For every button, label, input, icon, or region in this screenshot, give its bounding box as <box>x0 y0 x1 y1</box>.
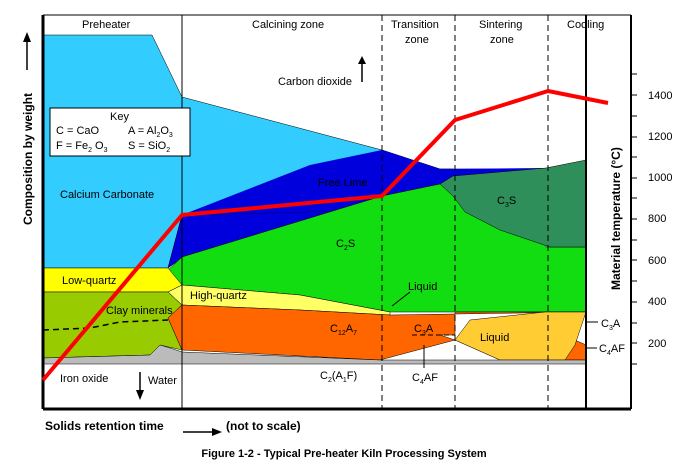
key-c: C = CaO <box>56 125 100 137</box>
zone-calcining: Calcining zone <box>252 19 324 31</box>
label-carbon-dioxide: Carbon dioxide <box>278 76 352 88</box>
zone-transition-2: zone <box>405 34 429 46</box>
temp-tick-200: 200 <box>648 338 666 350</box>
y-axis-label: Composition by weight <box>21 93 35 225</box>
zone-cooling: Cooling <box>567 19 604 31</box>
label-c4af-below: C4AF <box>412 372 438 386</box>
label-clay-minerals: Clay minerals <box>106 305 173 317</box>
zone-sintering-2: zone <box>490 34 514 46</box>
c3s-region <box>439 159 587 248</box>
clay-dashed-line <box>42 319 169 331</box>
label-c2af: C2(A1F) <box>320 370 357 384</box>
label-c3s: C3S <box>497 195 516 209</box>
temp-tick-1400: 1400 <box>648 90 672 102</box>
zone-sintering-1: Sintering <box>479 19 522 31</box>
temperature-line <box>41 89 609 382</box>
label-c12a7: C12A7 <box>330 323 357 337</box>
temp-tick-800: 800 <box>648 213 666 225</box>
water-arrow <box>136 372 144 400</box>
temperature-ticks <box>631 73 637 365</box>
temp-tick-400: 400 <box>648 296 666 308</box>
temp-tick-600: 600 <box>648 255 666 267</box>
key-title: Key <box>110 111 129 123</box>
key-s: S = SiO2 <box>128 140 170 154</box>
right-axis-label: Material temperature (°C) <box>609 147 623 290</box>
x-axis-note: (not to scale) <box>226 419 301 433</box>
carbon-dioxide-arrow <box>358 56 366 82</box>
label-calcium-carbonate: Calcium Carbonate <box>60 189 154 201</box>
label-free-lime: Free Lime <box>318 177 368 189</box>
figure-caption: Figure 1-2 - Typical Pre-heater Kiln Pro… <box>201 448 487 460</box>
label-water: Water <box>148 375 177 387</box>
temp-tick-1000: 1000 <box>648 172 672 184</box>
zone-preheater: Preheater <box>82 19 131 31</box>
key-box <box>49 107 191 157</box>
label-low-quartz: Low-quartz <box>62 275 116 287</box>
label-iron-oxide: Iron oxide <box>60 373 108 385</box>
label-c3a-right: C3A <box>601 318 621 332</box>
zone-transition-1: Transition <box>391 19 439 31</box>
label-liquid-lower: Liquid <box>480 332 509 344</box>
x-axis-label: Solids retention time <box>45 419 164 433</box>
label-c3a-inner: C3A <box>414 323 434 337</box>
x-axis-arrow <box>183 428 222 436</box>
label-liquid-upper: Liquid <box>408 281 437 293</box>
label-c4af-right: C4AF <box>599 343 625 357</box>
free-lime-upper-region <box>182 150 546 215</box>
y-axis-arrow <box>23 32 31 70</box>
label-c2s: C2S <box>336 238 355 252</box>
liquid-upper-pointer <box>391 291 411 307</box>
temp-tick-1200: 1200 <box>648 131 672 143</box>
key-a: A = Al2O3 <box>128 125 173 139</box>
liquid-lower-region <box>454 311 587 361</box>
key-f: F = Fe2 O3 <box>56 140 108 154</box>
label-high-quartz: High-quartz <box>190 290 247 302</box>
